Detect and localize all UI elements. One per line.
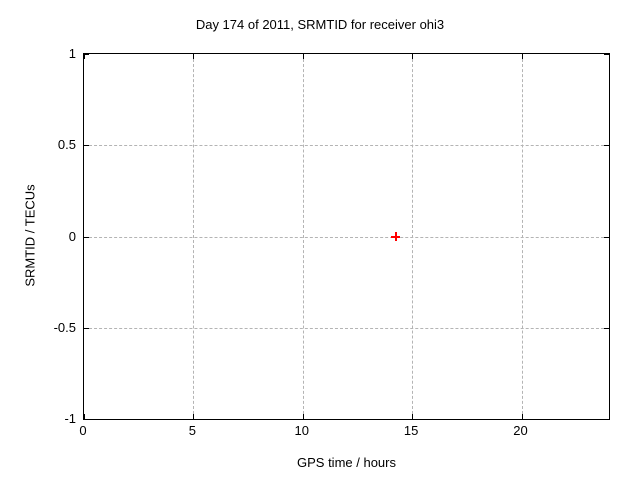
x-axis-tick-mark xyxy=(412,414,414,419)
y-axis-tick-mark xyxy=(604,145,609,147)
x-axis-tick-labels: 0 5 10 15 20 xyxy=(79,423,610,444)
y-axis-tick-label: 0.5 xyxy=(57,137,76,153)
gridline-vertical xyxy=(193,54,195,419)
chart-title: Day 174 of 2011, SRMTID for receiver ohi… xyxy=(195,17,445,32)
y-axis-tick-mark xyxy=(84,145,89,147)
x-axis-tick-label: 5 xyxy=(188,423,196,438)
y-axis-tick-mark xyxy=(604,327,609,329)
x-axis-tick-mark xyxy=(412,54,414,59)
y-axis-tick-label: -0.5 xyxy=(53,319,76,335)
data-point-marker xyxy=(391,232,401,241)
x-axis-tick-mark xyxy=(193,54,195,59)
gridline-horizontal xyxy=(84,327,609,329)
x-axis-tick-mark xyxy=(302,54,304,59)
x-axis-tick-label: 20 xyxy=(513,423,528,438)
y-axis-tick-mark xyxy=(604,236,609,238)
gridline-horizontal xyxy=(84,145,609,147)
y-axis-tick-label: -1 xyxy=(64,411,76,426)
y-axis-tick-mark xyxy=(84,327,89,329)
x-axis-tick-mark xyxy=(302,414,304,419)
y-axis-tick-labels: -1 -0.5 0 0.5 1 xyxy=(0,47,76,425)
x-axis-tick-mark xyxy=(193,414,195,419)
x-axis-tick-label: 0 xyxy=(79,423,87,438)
x-axis-label: GPS time / hours xyxy=(297,455,396,470)
y-axis-tick-mark xyxy=(604,419,609,420)
gridline-vertical xyxy=(302,54,304,419)
y-axis-tick-mark xyxy=(604,54,609,55)
x-axis-tick-mark xyxy=(84,54,85,59)
x-axis-tick-mark xyxy=(521,54,523,59)
x-axis-tick-mark xyxy=(84,414,85,419)
y-axis-tick-mark xyxy=(84,236,89,238)
gridline-horizontal xyxy=(84,236,609,238)
x-axis-tick-label: 15 xyxy=(403,423,419,438)
plot-area xyxy=(83,53,610,420)
x-axis-tick-label: 10 xyxy=(294,423,309,438)
y-axis-tick-label: 1 xyxy=(68,46,76,61)
y-axis-tick-mark xyxy=(84,419,89,420)
gridline-vertical xyxy=(412,54,414,419)
x-axis-tick-mark xyxy=(521,414,523,419)
gridline-vertical xyxy=(521,54,523,419)
y-axis-tick-label: 0 xyxy=(68,228,76,244)
y-axis-tick-mark xyxy=(84,54,89,55)
